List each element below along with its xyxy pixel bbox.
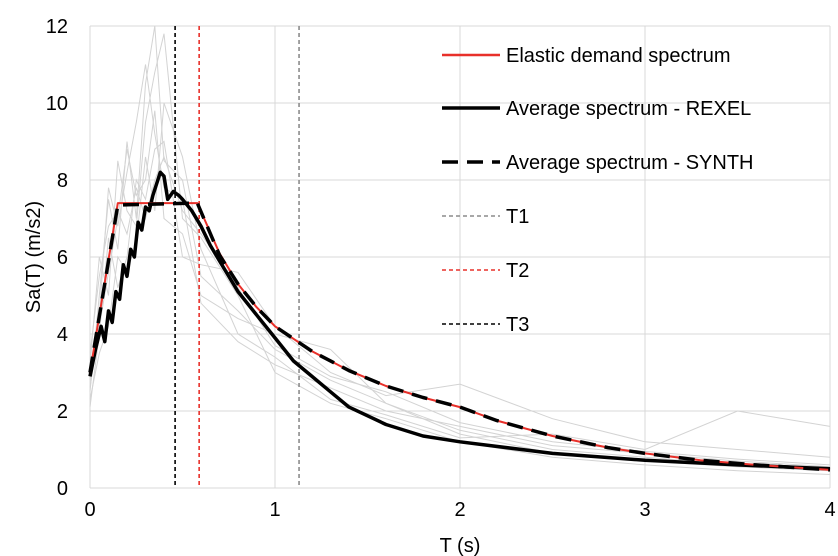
legend-label: T1	[506, 206, 529, 228]
legend-label: T3	[506, 314, 529, 336]
record-spectrum-line	[89, 64, 831, 468]
record-spectrum-line	[89, 155, 831, 466]
legend: Elastic demand spectrum Average spectrum …	[442, 45, 754, 336]
y-tick-label: 8	[57, 170, 68, 192]
y-tick-label: 10	[46, 93, 68, 115]
legend-label: Elastic demand spectrum	[506, 45, 731, 67]
record-spectrum-line	[89, 140, 831, 458]
series-line-average-spectrum-rexel	[88, 170, 831, 471]
spectrum-series	[88, 170, 831, 472]
y-axis-ticks: 0 2 4 6 8 10 12	[46, 16, 68, 500]
record-spectrum-line	[89, 33, 831, 475]
y-tick-label: 4	[57, 324, 68, 346]
legend-label: T2	[506, 260, 529, 282]
y-tick-label: 12	[46, 16, 68, 38]
legend-label: Average spectrum - SYNTH	[506, 152, 754, 174]
x-tick-label: 4	[824, 499, 835, 521]
y-tick-label: 2	[57, 401, 68, 423]
legend-label: Average spectrum - REXEL	[506, 98, 751, 120]
x-axis-ticks: 0 1 2 3 4	[84, 499, 835, 521]
x-axis-label: T (s)	[440, 535, 481, 556]
x-tick-label: 3	[639, 499, 650, 521]
x-tick-label: 1	[269, 499, 280, 521]
x-tick-label: 2	[454, 499, 465, 521]
y-tick-label: 0	[57, 478, 68, 500]
y-axis-label: Sa(T) (m/s2)	[23, 201, 45, 313]
series-line-average-spectrum-synth	[88, 201, 831, 472]
x-tick-label: 0	[84, 499, 95, 521]
y-tick-label: 6	[57, 247, 68, 269]
period-markers	[174, 26, 300, 488]
